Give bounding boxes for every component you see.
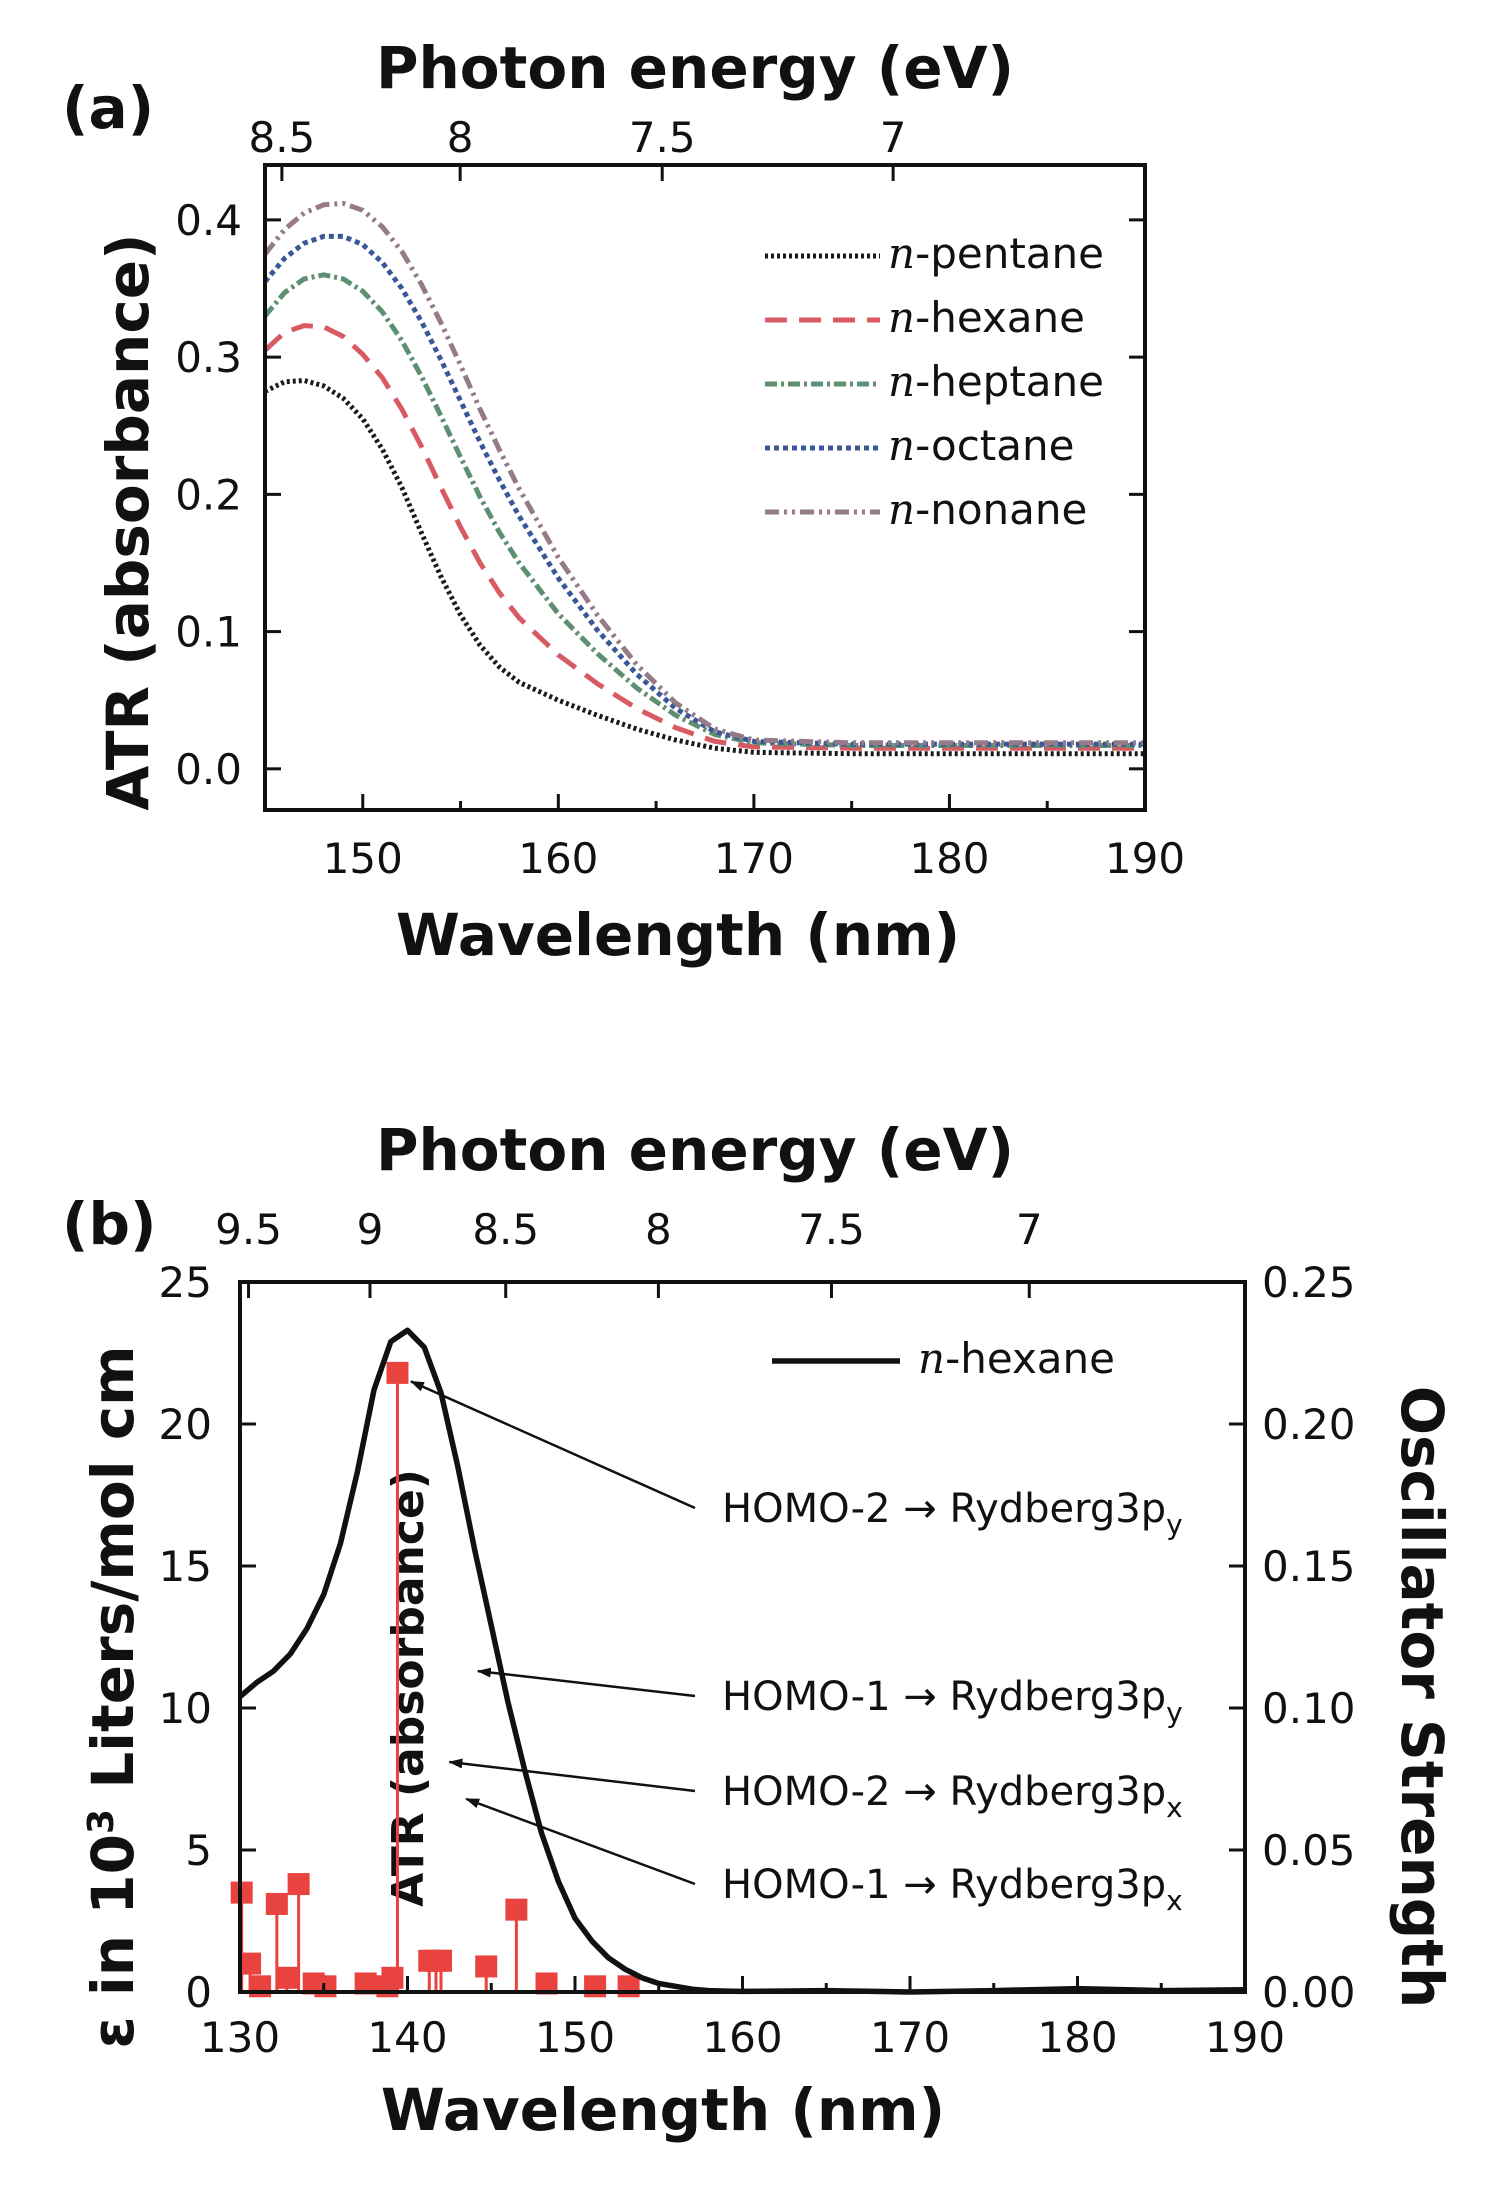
panel-b-y-axis-title: ε in 103 Liters/mol cm: [79, 1345, 147, 2048]
panel-b-top-axis-title: Photon energy (eV): [376, 1116, 1014, 1184]
panel-b-y2-tick-label: 0.15: [1262, 1542, 1356, 1591]
panel-b-x-tick-label: 140: [367, 2013, 447, 2062]
panel-b-annotation-arrow-0: [409, 1380, 696, 1510]
panel-a-legend: n-pentane n-hexane n-heptane n-octane n-nona…: [765, 229, 1104, 534]
panel-b-y-tick-label: 10: [159, 1684, 212, 1733]
panel-b-y2-tick-label: 0.05: [1262, 1826, 1356, 1875]
panel-a-top-axis-title: Photon energy (eV): [376, 34, 1014, 102]
panel-b: (b) Photon energy (eV) Wavelength (nm) ε…: [62, 1116, 1456, 2144]
panel-b-x-tick-label: 130: [200, 2013, 280, 2062]
panel-a-legend-label-0: n-pentane: [888, 229, 1104, 278]
panel-a-series-group: [263, 200, 1145, 757]
panel-b-top-tick-label: 7: [1016, 1205, 1043, 1254]
panel-a-x-tick-label: 190: [1105, 834, 1185, 883]
panel-a-series-line-4: [263, 200, 1145, 746]
panel-b-annotation-arrow-1: [476, 1667, 696, 1698]
panel-b-y-tick-label: 5: [185, 1826, 212, 1875]
panel-b-y-tick-label: 15: [159, 1542, 212, 1591]
panel-b-plot-frame: [238, 1280, 1247, 1994]
panel-a-series-line-0: [263, 378, 1145, 757]
panel-a-x-axis-title: Wavelength (nm): [396, 901, 960, 969]
panel-b-y2-tick-label: 0.25: [1262, 1258, 1356, 1307]
panel-a-series-line-2: [263, 272, 1145, 748]
panel-b-label: (b): [62, 1190, 157, 1258]
panel-a-top-tick-label: 8.5: [248, 113, 315, 162]
panel-b-oscillator-marker-11: [386, 1361, 409, 1384]
panel-b-annotations: HOMO-2 → Rydberg3py HOMO-1 → Rydberg3py HO…: [409, 1380, 1183, 1917]
panel-b-oscillator-marker-17: [535, 1972, 558, 1995]
panel-b-oscillator-marker-15: [475, 1955, 498, 1978]
panel-b-oscillator-sticks: [230, 1361, 640, 1998]
panel-b-oscillator-marker-19: [617, 1975, 640, 1998]
panel-a-top-tick-label: 8: [447, 113, 474, 162]
panel-a-x-tick-label: 160: [518, 834, 598, 883]
panel-b-y2-axis-title: Oscillator Strength: [1388, 1386, 1456, 2009]
panel-a-y-axis-title: ATR (absorbance): [94, 233, 162, 810]
panel-b-y2-tick-label: 0.00: [1262, 1968, 1356, 2017]
panel-a-y-tick-label: 0.4: [175, 196, 242, 245]
panel-b-oscillator-marker-2: [249, 1975, 272, 1998]
panel-b-oscillator-marker-5: [287, 1873, 310, 1896]
panel-b-y2-tick-label: 0.10: [1262, 1684, 1356, 1733]
panel-a-plot-frame: [263, 163, 1147, 812]
panel-b-annotation-arrow-3: [465, 1797, 696, 1886]
panel-b-annotation-label-2: HOMO-2 → Rydberg3px: [722, 1769, 1183, 1824]
panel-b-oscillator-marker-18: [584, 1975, 607, 1998]
panel-b-annotation-label-3: HOMO-1 → Rydberg3px: [722, 1862, 1183, 1917]
panel-a-legend-label-2: n-heptane: [888, 357, 1104, 406]
panel-a-legend-label-4: n-nonane: [888, 485, 1087, 534]
panel-a-ticks-group: 150 160 170 180 190 0.0 0.1 0.2 0.3 0.48.5 8 7.5 7: [175, 113, 1185, 883]
panel-b-annotation-label-0: HOMO-2 → Rydberg3py: [722, 1486, 1183, 1541]
panel-a-top-tick-label: 7: [880, 113, 907, 162]
panel-b-annotation-arrow-2: [448, 1758, 696, 1793]
panel-b-y2-tick-label: 0.20: [1262, 1400, 1356, 1449]
panel-b-x-tick-label: 190: [1205, 2013, 1285, 2062]
panel-b-x-tick-label: 180: [1037, 2013, 1117, 2062]
panel-a-top-tick-label: 7.5: [629, 113, 696, 162]
panel-a-label: (a): [62, 74, 154, 142]
panel-b-x-tick-label: 160: [702, 2013, 782, 2062]
panel-b-oscillator-marker-10: [381, 1966, 404, 1989]
panel-b-legend-label-0: n-hexane: [918, 1334, 1115, 1383]
panel-a-y-tick-label: 0.1: [175, 608, 242, 657]
panel-a-series-line-1: [263, 323, 1145, 751]
panel-b-y-tick-label: 0: [185, 1968, 212, 2017]
panel-a-x-tick-label: 180: [909, 834, 989, 883]
panel-a-x-tick-label: 150: [323, 834, 403, 883]
panel-b-oscillator-marker-8: [354, 1972, 377, 1995]
panel-b-annotation-label-1: HOMO-1 → Rydberg3py: [722, 1674, 1183, 1729]
panel-b-top-tick-label: 9: [357, 1205, 384, 1254]
panel-b-top-tick-label: 7.5: [798, 1205, 865, 1254]
panel-b-top-tick-label: 9.5: [215, 1205, 282, 1254]
panel-b-oscillator-marker-1: [239, 1952, 262, 1975]
panel-b-x-tick-label: 150: [535, 2013, 615, 2062]
panel-a-y-tick-label: 0.0: [175, 745, 242, 794]
panel-a-y-tick-label: 0.2: [175, 470, 242, 519]
panel-b-oscillator-marker-7: [314, 1975, 337, 1998]
panel-b-oscillator-marker-16: [505, 1898, 528, 1921]
panel-b-ticks-group: 130 140 150 160 170 180 190 0 5 10 15 20 25 0.00 0.05 0…: [159, 1205, 1356, 2062]
panel-b-oscillator-marker-4: [275, 1966, 298, 1989]
panel-a: (a) Photon energy (eV) Wavelength (nm) A…: [62, 34, 1185, 969]
panel-b-oscillator-marker-3: [265, 1892, 288, 1915]
panel-b-legend: n-hexane: [772, 1334, 1115, 1383]
panel-b-x-axis-title: Wavelength (nm): [381, 2076, 945, 2144]
panel-a-x-tick-label: 170: [714, 834, 794, 883]
panel-b-oscillator-marker-14: [430, 1949, 452, 1972]
panel-b-inner-atr-label: ATR (absorbance): [383, 1469, 434, 1907]
panel-b-y-tick-label: 20: [159, 1400, 212, 1449]
panel-a-y-tick-label: 0.3: [175, 333, 242, 382]
panel-a-legend-label-3: n-octane: [888, 421, 1074, 470]
panel-b-top-tick-label: 8.5: [472, 1205, 539, 1254]
panel-b-x-tick-label: 170: [870, 2013, 950, 2062]
panel-b-y-tick-label: 25: [159, 1258, 212, 1307]
panel-b-top-tick-label: 8: [645, 1205, 672, 1254]
panel-a-legend-label-1: n-hexane: [888, 293, 1085, 342]
